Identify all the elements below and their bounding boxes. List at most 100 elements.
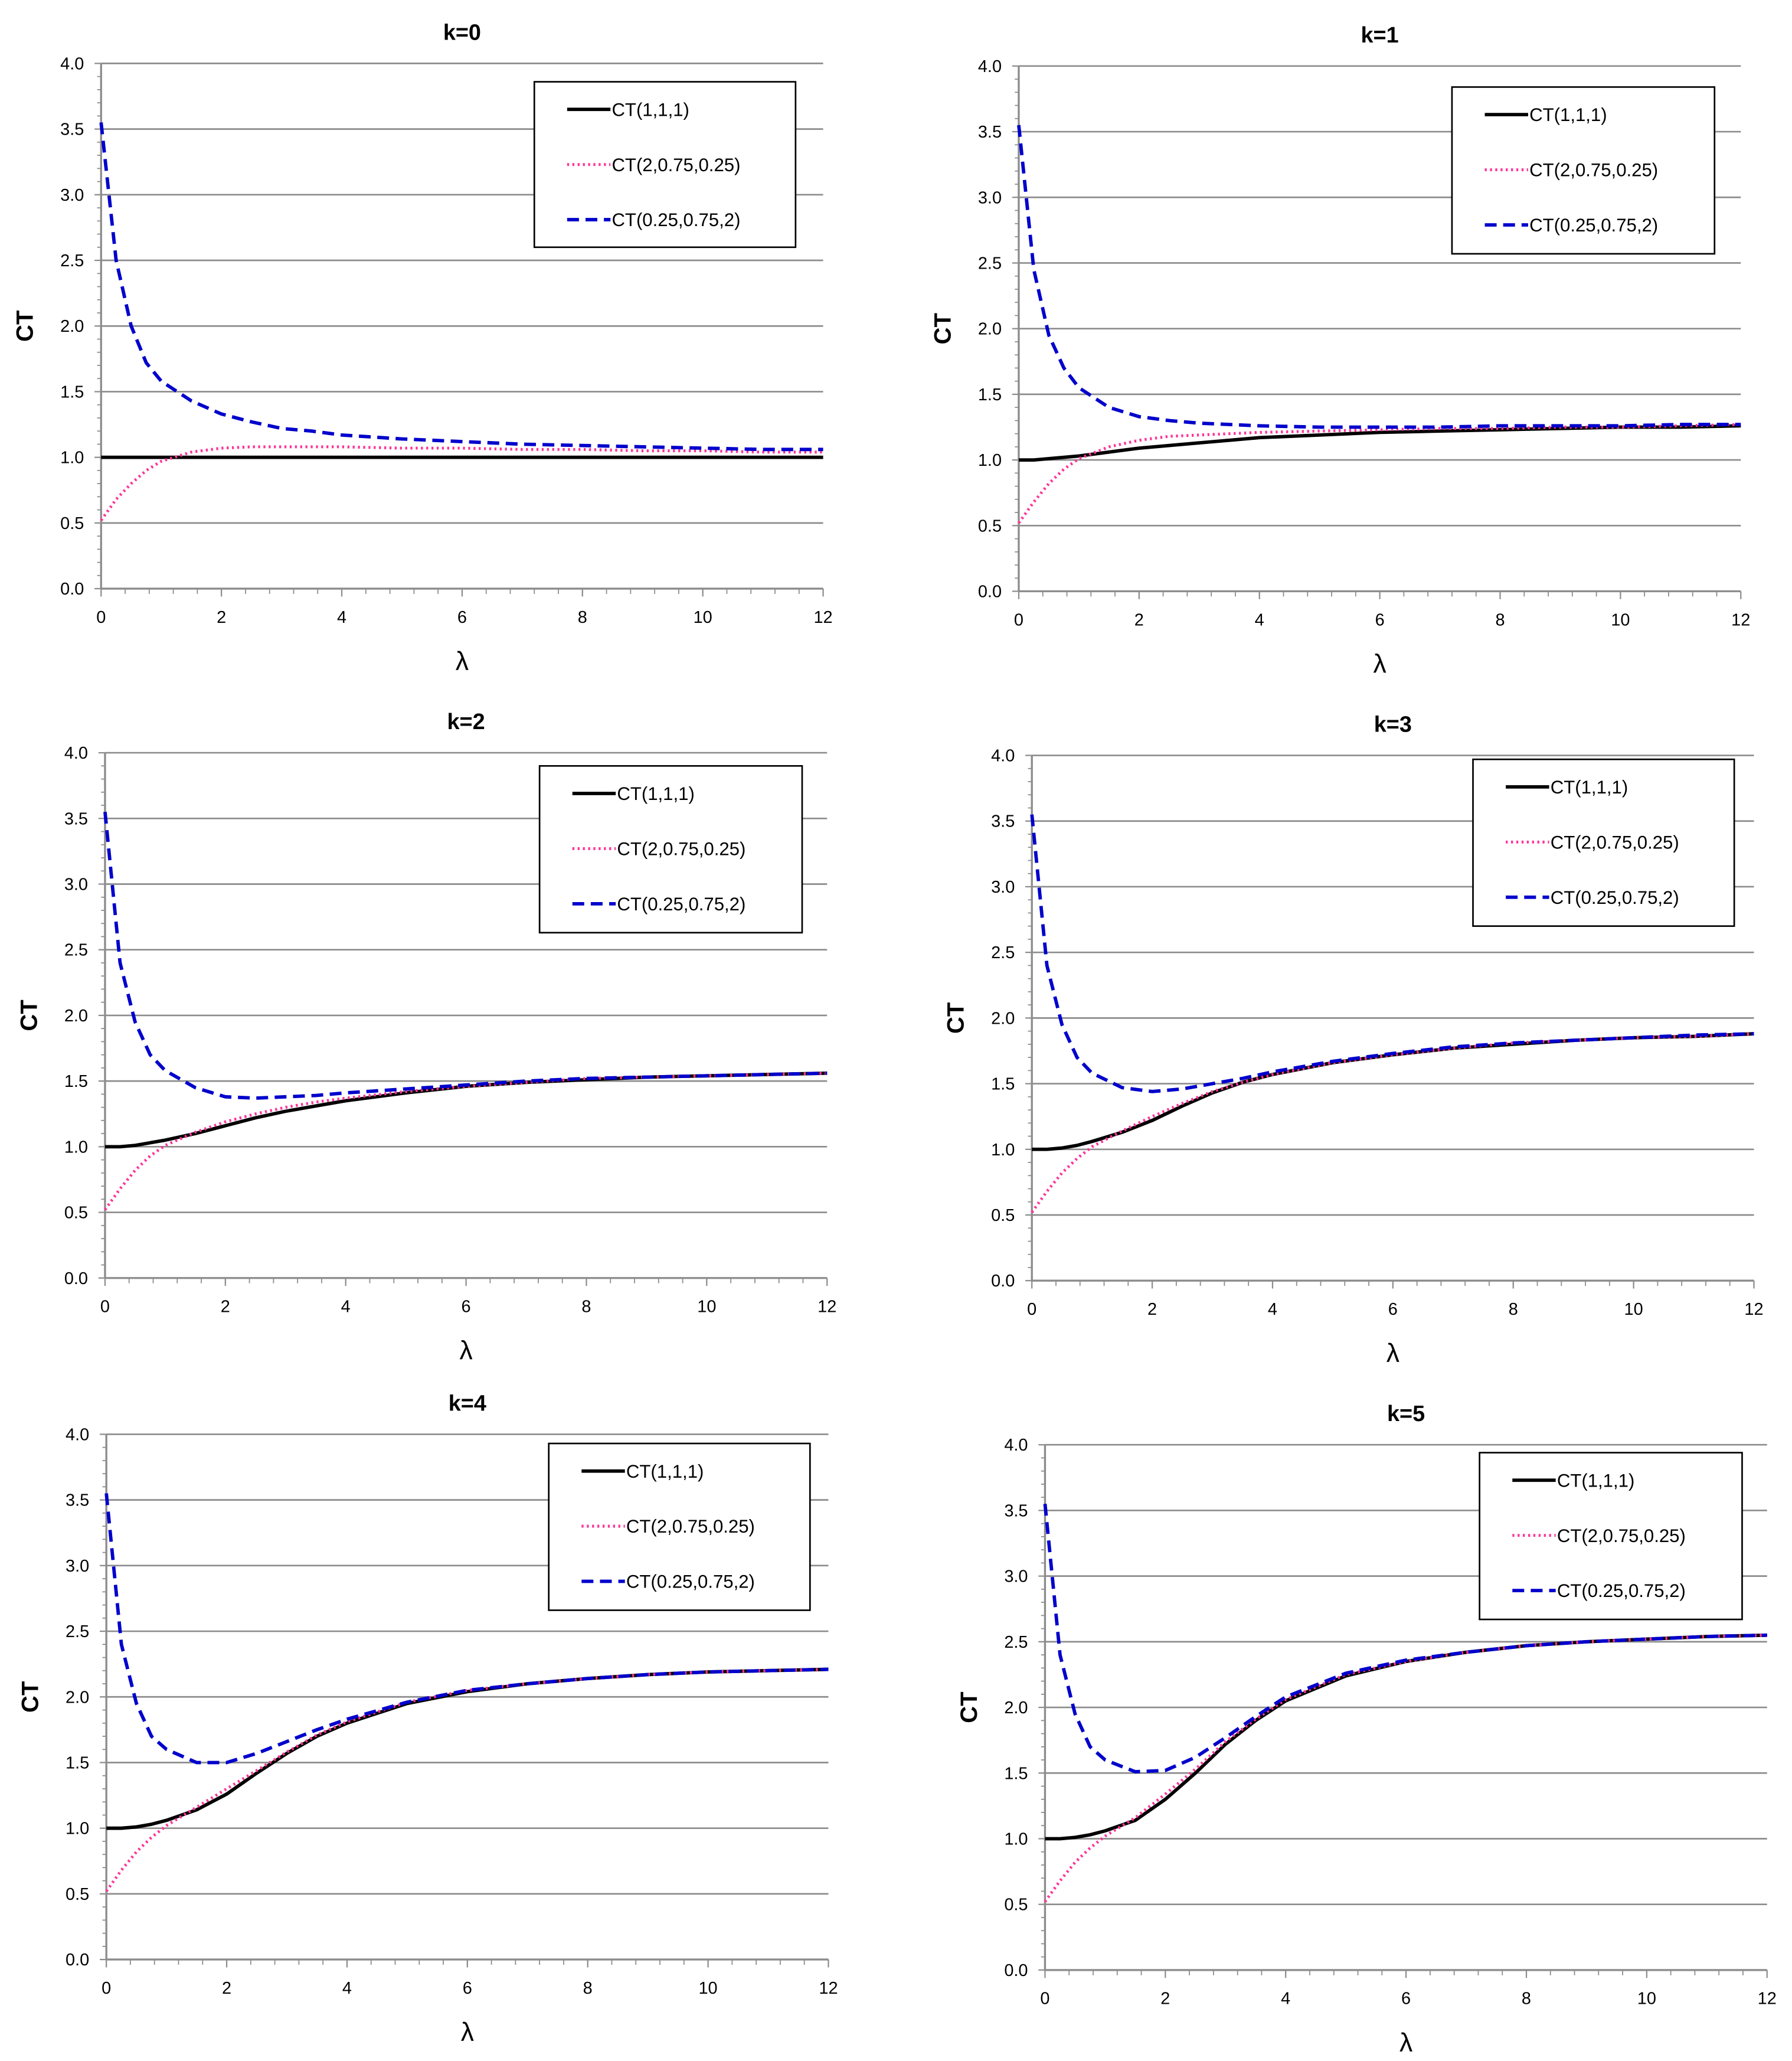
y-axis-label: CT: [943, 1002, 969, 1034]
x-axis-label: λ: [1373, 649, 1386, 678]
series-line-2: [1017, 125, 1741, 429]
y-tick-label: 2.5: [991, 943, 1015, 962]
legend-label: CT(0.25,0.75,2): [611, 210, 740, 230]
x-tick-label: 8: [1509, 1300, 1518, 1319]
legend-label: CT(2,0.75,0.25): [1529, 160, 1658, 181]
y-tick-label: 1.0: [60, 449, 84, 468]
x-tick-label: 10: [698, 1979, 717, 1998]
legend-label: CT(1,1,1): [617, 783, 694, 804]
x-tick-label: 10: [694, 608, 712, 627]
y-tick-label: 3.5: [991, 812, 1015, 831]
y-tick-label: 3.5: [1004, 1501, 1028, 1520]
y-tick-label: 2.5: [1004, 1633, 1028, 1652]
series-line-0: [1045, 1633, 1767, 1841]
y-tick-label: 1.5: [60, 383, 84, 401]
y-tick-label: 1.0: [66, 1820, 89, 1838]
y-tick-label: 0.0: [1004, 1961, 1028, 1980]
chart-title: k=2: [447, 710, 485, 734]
x-tick-label: 4: [1268, 1300, 1277, 1319]
legend: CT(1,1,1) CT(2,0.75,0.25) CT(0.25,0.75,2): [533, 81, 797, 249]
legend-label: CT(1,1,1): [1551, 777, 1628, 798]
y-tick-label: 2.0: [978, 320, 1002, 339]
y-axis-label: CT: [956, 1691, 982, 1723]
x-tick-label: 10: [1624, 1300, 1643, 1319]
y-tick-label: 3.5: [66, 1491, 89, 1510]
x-tick-label: 6: [457, 608, 467, 627]
legend: CT(1,1,1) CT(2,0.75,0.25) CT(0.25,0.75,2): [1479, 1452, 1743, 1621]
x-tick-label: 6: [1401, 1990, 1411, 2008]
x-tick-label: 12: [813, 608, 832, 627]
chart-panel-5: k=5 0.0 0.5 1.0 1.5 2.0 2.5 3.0 3.5 4.0 0 2 4 6 8 10 12 C…: [956, 1402, 1777, 2057]
y-tick-label: 3.0: [66, 1557, 89, 1576]
y-tick-label: 0.5: [66, 1885, 89, 1904]
legend-label: CT(1,1,1): [1529, 104, 1607, 125]
series-line-2: [104, 1493, 829, 1765]
x-tick-label: 0: [1040, 1990, 1049, 2008]
y-tick-label: 1.5: [1004, 1764, 1028, 1783]
x-tick-label: 6: [463, 1979, 472, 1998]
series-line-2: [99, 122, 823, 452]
legend-label: CT(0.25,0.75,2): [617, 894, 745, 914]
y-tick-label: 3.5: [64, 809, 88, 828]
legend-label: CT(2,0.75,0.25): [617, 839, 745, 860]
chart-title: k=0: [443, 20, 481, 45]
y-axis-label: CT: [930, 312, 956, 344]
chart-panel-3: k=3 0.0 0.5 1.0 1.5 2.0 2.5 3.0 3.5 4.0 0 2 4 6 8 10 12 C…: [943, 713, 1764, 1368]
series-line-1: [1044, 1634, 1767, 1903]
x-axis-label: λ: [1386, 1339, 1399, 1368]
x-tick-label: 12: [817, 1298, 836, 1317]
y-tick-label: 0.0: [978, 583, 1002, 602]
legend-label: CT(2,0.75,0.25): [611, 155, 740, 175]
series-line-1: [1017, 423, 1741, 524]
legend-label: CT(2,0.75,0.25): [626, 1516, 755, 1537]
y-tick-label: 4.0: [1004, 1436, 1028, 1455]
y-tick-label: 3.5: [60, 120, 84, 139]
legend-label: CT(2,0.75,0.25): [1557, 1526, 1686, 1546]
y-tick-label: 2.0: [64, 1007, 88, 1025]
y-tick-label: 4.0: [64, 744, 88, 763]
legend-label: CT(0.25,0.75,2): [1529, 215, 1658, 236]
x-tick-label: 2: [1147, 1300, 1157, 1319]
y-tick-label: 4.0: [978, 57, 1002, 76]
y-tick-label: 2.5: [978, 254, 1002, 273]
y-tick-label: 2.0: [1004, 1699, 1028, 1717]
legend-label: CT(1,1,1): [1557, 1470, 1634, 1491]
y-tick-label: 1.0: [1004, 1830, 1028, 1848]
x-tick-label: 4: [341, 1298, 351, 1317]
y-tick-label: 0.5: [991, 1206, 1015, 1225]
y-tick-label: 3.0: [1004, 1567, 1028, 1586]
x-axis-label: λ: [461, 2018, 474, 2047]
legend-label: CT(0.25,0.75,2): [1557, 1580, 1686, 1601]
x-tick-label: 10: [697, 1298, 716, 1317]
y-tick-label: 0.5: [978, 517, 1002, 535]
y-tick-label: 3.0: [991, 878, 1015, 897]
x-tick-label: 8: [583, 1979, 593, 1998]
chart-panel-1: k=1 0.0 0.5 1.0 1.5 2.0 2.5 3.0 3.5 4.0 0 2 4 6 8 10 12 C…: [930, 23, 1750, 679]
chart-title: k=4: [449, 1391, 486, 1416]
legend-label: CT(0.25,0.75,2): [626, 1572, 755, 1592]
x-tick-label: 4: [1255, 610, 1264, 629]
x-tick-label: 0: [100, 1298, 110, 1317]
x-tick-label: 8: [1522, 1990, 1531, 2008]
chart-title: k=3: [1374, 713, 1412, 737]
x-tick-label: 12: [1731, 610, 1750, 629]
x-tick-label: 4: [1281, 1990, 1290, 2008]
y-tick-label: 1.0: [64, 1138, 88, 1157]
legend-label: CT(2,0.75,0.25): [1551, 832, 1679, 853]
y-tick-label: 0.0: [66, 1951, 89, 1969]
chart-title: k=1: [1361, 23, 1399, 48]
x-tick-label: 8: [1495, 610, 1505, 629]
y-tick-label: 2.5: [60, 251, 84, 270]
x-tick-label: 12: [819, 1979, 838, 1998]
x-tick-label: 6: [462, 1298, 471, 1317]
series-line-1: [105, 1668, 829, 1892]
y-tick-label: 0.5: [64, 1204, 88, 1223]
y-axis-label: CT: [12, 310, 38, 342]
x-tick-label: 0: [1014, 610, 1023, 629]
chart-panel-2: k=2 0.0 0.5 1.0 1.5 2.0 2.5 3.0 3.5 4.0 0 2 4 6 8 10 12 C…: [16, 710, 836, 1366]
series-line-1: [100, 445, 823, 521]
y-tick-label: 2.5: [66, 1622, 89, 1641]
legend: CT(1,1,1) CT(2,0.75,0.25) CT(0.25,0.75,2): [1472, 758, 1735, 927]
legend: CT(1,1,1) CT(2,0.75,0.25) CT(0.25,0.75,2): [1451, 86, 1716, 255]
